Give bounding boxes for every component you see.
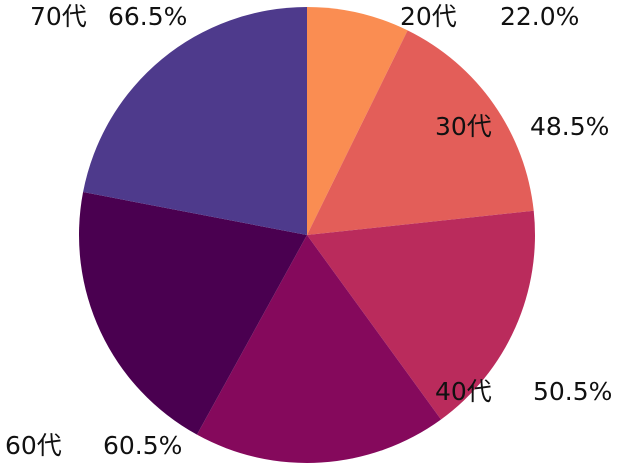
value-label: 50.5% <box>533 377 612 406</box>
value-label: 22.0% <box>500 2 579 31</box>
pie-slice <box>307 7 408 235</box>
category-label: 70代 <box>30 2 87 31</box>
pie-slice <box>83 7 307 235</box>
pie-slice <box>307 210 535 420</box>
value-label: 66.5% <box>108 2 187 31</box>
value-label: 60.5% <box>103 431 182 460</box>
value-label: 48.5% <box>530 112 609 141</box>
category-label: 20代 <box>400 2 457 31</box>
pie-slice <box>196 235 442 463</box>
pie-slice <box>78 192 307 435</box>
category-label: 40代 <box>435 377 492 406</box>
category-label: 60代 <box>5 431 62 460</box>
category-label: 30代 <box>435 112 492 141</box>
pie-slice <box>307 30 534 235</box>
